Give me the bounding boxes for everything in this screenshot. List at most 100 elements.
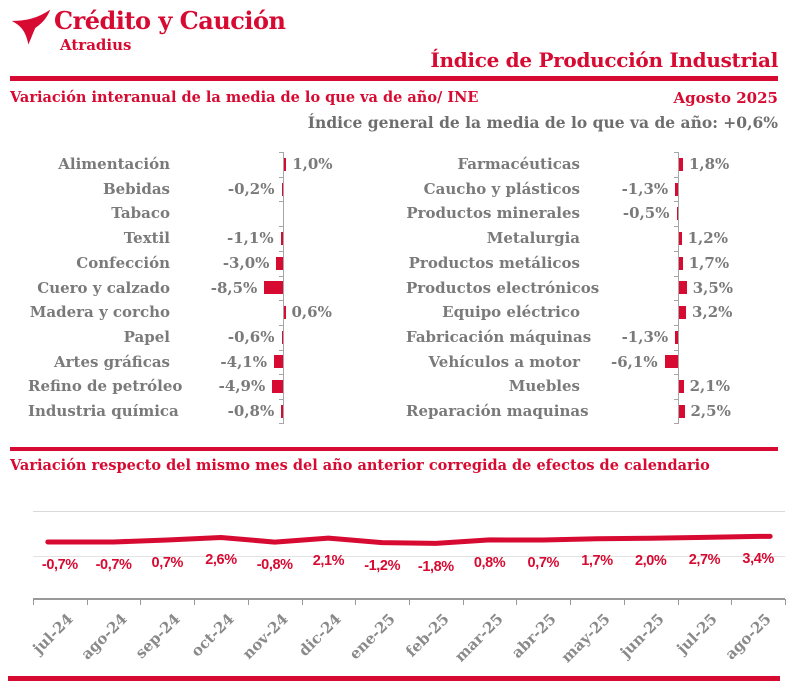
bar-value-label: -1,3% <box>621 327 669 346</box>
bar-value-label: 3,2% <box>692 303 733 322</box>
line-value-label: -1,8% <box>417 558 454 575</box>
bar-chart-left: Alimentación 1,0% Bebidas -0,2% Tabaco Textil… <box>28 152 380 428</box>
bar-category-label: Cuero y calzado <box>37 278 170 297</box>
general-index-label: Índice general de la media de lo que va … <box>307 113 778 132</box>
bar-axis-tick <box>279 226 283 228</box>
bar-category-label: Muebles <box>508 377 580 396</box>
line-value-label: 2,0% <box>634 552 667 569</box>
x-axis-tick <box>462 599 464 605</box>
line-value-label: 2,7% <box>688 551 721 568</box>
bar-category-label: Bebidas <box>102 179 170 198</box>
line-value-label: -1,2% <box>364 557 401 574</box>
bar <box>675 330 678 344</box>
bar-axis-tick <box>674 152 678 153</box>
bar <box>679 380 684 394</box>
bar-category-label: Tabaco <box>111 204 170 223</box>
bar-category-label: Vehículos a motor <box>428 352 580 371</box>
report-title: Índice de Producción Industrial <box>430 48 778 72</box>
bar-category-label: Textil <box>123 229 170 248</box>
bar <box>284 157 287 171</box>
bar-category-label: Papel <box>123 327 170 346</box>
bar-value-label: -4,9% <box>218 377 266 396</box>
bar <box>679 404 685 418</box>
section2-subtitle: Variación respecto del mismo mes del año… <box>10 457 710 474</box>
bar-category-label: Fabricación máquinas <box>406 327 592 346</box>
x-axis-tick <box>355 599 357 605</box>
bar-value-label: 1,0% <box>292 155 333 173</box>
bar-value-label: -6,1% <box>611 352 658 371</box>
bar-axis-tick <box>279 324 283 326</box>
bar-category-label: Farmacéuticas <box>457 155 580 173</box>
line-value-label: 2,6% <box>205 551 237 568</box>
bar-axis-tick <box>279 349 283 351</box>
bar-category-label: Equipo eléctrico <box>442 303 580 322</box>
line-value-label: 2,1% <box>312 552 345 569</box>
bar-axis-tick <box>674 374 678 376</box>
bar-category-label: Industria química <box>28 402 179 420</box>
bar <box>675 182 678 196</box>
bar-axis-tick <box>279 275 283 277</box>
x-axis-tick <box>516 599 518 605</box>
bar-value-label: -0,6% <box>227 327 275 346</box>
bar <box>679 256 683 270</box>
bar <box>280 231 283 245</box>
bar-category-label: Caucho y plásticos <box>423 179 580 198</box>
bar <box>679 157 683 171</box>
bar-category-label: Reparación maquinas <box>406 402 589 420</box>
bar-axis-tick <box>674 176 678 178</box>
bar-category-label: Alimentación <box>58 155 170 173</box>
x-axis-tick <box>301 599 303 605</box>
bar <box>281 404 283 418</box>
brand-subname: Atradius <box>60 36 132 54</box>
bar-axis-tick <box>674 201 678 203</box>
bar-value-label: 3,5% <box>692 278 734 297</box>
bar <box>281 330 283 344</box>
bar <box>679 281 687 295</box>
bar-value-label: -0,5% <box>622 204 670 223</box>
bar-category-label: Productos minerales <box>406 204 580 223</box>
x-axis-tick <box>677 599 679 605</box>
bar-category-label: Artes gráficas <box>54 352 170 371</box>
bar-value-label: 0,6% <box>291 303 332 322</box>
bar-value-label: -8,5% <box>210 278 258 297</box>
x-axis-tick <box>409 599 410 605</box>
x-axis-tick <box>570 599 572 605</box>
bar-value-label: 2,1% <box>689 377 730 396</box>
bar-value-label: 1,2% <box>687 229 728 248</box>
x-axis-tick <box>194 599 196 605</box>
line-chart: -0,7% -0,7% 0,7% 2,6% -0,8% 2,1% -1,2% -1,8% 0,8… <box>0 490 788 672</box>
line-value-label: 3,4% <box>742 550 774 567</box>
bar-axis-tick <box>674 250 678 252</box>
bar-category-label: Refino de petróleo <box>28 377 183 396</box>
bar-category-label: Productos metálicos <box>408 253 580 272</box>
bar-axis-tick <box>674 226 678 228</box>
gridline <box>33 556 785 557</box>
bar <box>276 256 283 270</box>
x-axis-tick <box>247 599 249 605</box>
bar-value-label: -1,3% <box>621 179 669 198</box>
brand-logo-icon <box>11 9 51 45</box>
period-label: Agosto 2025 <box>673 89 778 107</box>
bar <box>676 207 678 221</box>
bar-axis-tick <box>674 349 678 351</box>
bar <box>273 355 283 369</box>
line-value-label: -0,8% <box>256 557 293 574</box>
gridline <box>33 511 785 512</box>
line-value-label: 1,7% <box>581 553 613 570</box>
bar-axis-tick <box>279 300 283 302</box>
bar-value-label: -3,0% <box>222 253 270 272</box>
x-axis-tick <box>140 599 142 605</box>
bar-axis <box>678 152 679 424</box>
bar <box>664 355 678 369</box>
x-axis-tick <box>623 599 625 605</box>
bar-axis-tick <box>674 399 678 400</box>
line-value-label: -0,7% <box>95 557 132 574</box>
bar-axis <box>283 152 284 424</box>
x-axis-tick <box>33 599 34 605</box>
bar-value-label: -4,1% <box>220 352 267 371</box>
line-value-label: -0,7% <box>41 557 78 574</box>
bar-axis-tick <box>279 176 283 178</box>
header-rule <box>10 76 778 81</box>
line-value-label: 0,8% <box>473 554 506 571</box>
